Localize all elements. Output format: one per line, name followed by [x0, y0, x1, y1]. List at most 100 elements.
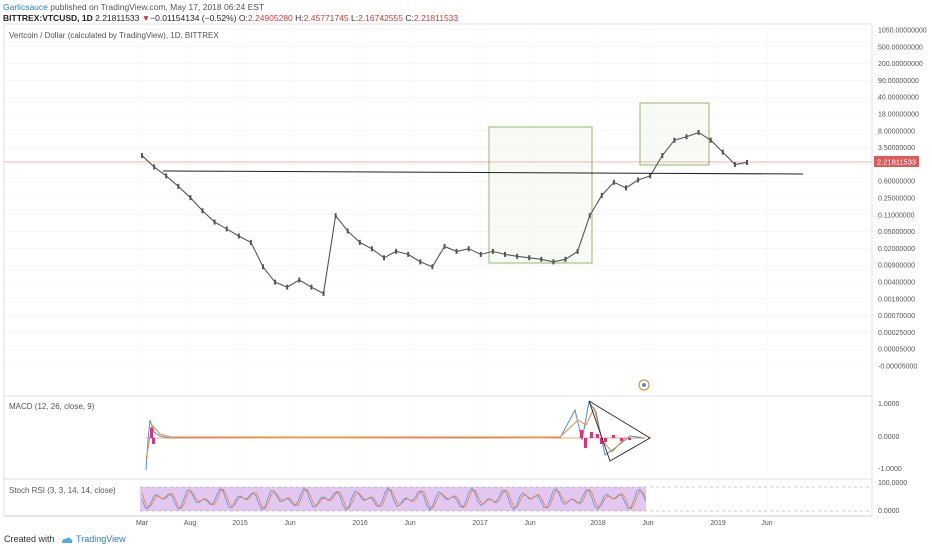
time-tick-label: Jun: [524, 520, 535, 527]
low-value: 2.16742555: [358, 13, 403, 23]
macd-histogram-bar: [620, 438, 623, 441]
last-price: 2.21811533: [95, 13, 140, 23]
price-candle: [443, 243, 446, 249]
close-label: C:: [405, 13, 414, 23]
price-tick-label: 200.00000000: [878, 61, 923, 68]
publish-text: published on TradingView.com, May 17, 20…: [50, 2, 265, 12]
open-value: 2.24905280: [247, 13, 293, 23]
stoch-d-line: [141, 488, 647, 510]
price-candle: [419, 259, 422, 265]
time-tick-label: 2018: [590, 520, 606, 527]
projection-box[interactable]: [639, 102, 710, 166]
macd-histogram-bar: [580, 430, 583, 438]
stoch-pane-title: Stoch RSI (3, 3, 14, 14, close): [9, 486, 116, 495]
price-candle: [407, 251, 410, 257]
time-tick-label: Jun: [761, 520, 772, 527]
price-candle: [479, 251, 482, 257]
stoch-tick-label: 0.0000: [878, 508, 900, 515]
price-candle: [685, 134, 688, 140]
price-tick-label: 0.00070000: [878, 313, 915, 320]
grid: [4, 24, 872, 516]
price-tick-label: -0.00005000: [878, 364, 917, 371]
time-tick-label: 2019: [710, 520, 726, 527]
price-candle: [286, 284, 289, 290]
price-candle: [709, 137, 712, 143]
price-candle: [249, 239, 252, 245]
macd-tick-label: 0.0000: [878, 434, 900, 441]
flag-marker-icon[interactable]: [638, 379, 650, 391]
time-tick-label: Jun: [642, 520, 653, 527]
price-candle: [395, 248, 398, 254]
price-tick-label: 0.00025000: [878, 330, 915, 337]
last-price-badge: [874, 156, 919, 167]
price-candle: [528, 255, 531, 261]
price-candle: [455, 248, 458, 254]
price-candle: [322, 290, 325, 296]
stoch-axis: 100.0000 0.0000: [878, 480, 907, 515]
price-candle: [661, 153, 664, 159]
price-candle: [334, 213, 337, 219]
price-candle: [673, 137, 676, 143]
macd-histogram-bar: [152, 438, 155, 444]
time-tick-label: 2016: [352, 520, 368, 527]
price-candle: [141, 153, 143, 159]
highlight-box-2017[interactable]: [488, 126, 593, 264]
footer: Created with TradingView: [4, 534, 126, 544]
price-candle: [637, 177, 640, 183]
created-with-text: Created with: [4, 534, 55, 544]
time-tick-label: Jun: [404, 520, 415, 527]
macd-line: [145, 400, 646, 471]
price-candle: [262, 264, 264, 270]
price-candle: [697, 129, 700, 135]
price-candle: [588, 213, 591, 219]
price-series: [141, 129, 748, 296]
price-tick-label: 0.00400000: [878, 280, 915, 287]
symbol-label: BITTREX:VTCUSD, 1D: [3, 13, 93, 23]
macd-histogram-bar: [590, 432, 593, 438]
price-candle: [721, 149, 724, 155]
time-tick-label: Aug: [184, 520, 197, 527]
price-candle: [491, 248, 494, 254]
stoch-series: [141, 487, 647, 511]
price-tick-label: 8.00000000: [878, 128, 915, 135]
price-candle: [564, 256, 567, 262]
price-candle: [225, 226, 228, 232]
author-link[interactable]: Garlicsauce: [3, 2, 48, 12]
price-candle: [649, 173, 652, 179]
price-candle: [298, 277, 301, 283]
price-tick-label: 0.25000000: [878, 196, 915, 203]
time-tick-label: Mar: [136, 520, 149, 527]
macd-pane-title: MACD (12, 26, close, 9): [9, 402, 95, 411]
time-axis: Mar Aug 2015 Jun 2016 Jun 2017 Jun 2018 Jun 2019 Ju…: [136, 520, 773, 527]
tradingview-link[interactable]: TradingView: [76, 534, 126, 544]
macd-triangle-annotation[interactable]: [588, 400, 651, 462]
price-candle: [165, 173, 168, 179]
macd-tick-label: 1.0000: [878, 401, 900, 408]
price-candle: [383, 255, 385, 261]
price-candle: [213, 219, 216, 225]
price-candle: [467, 246, 470, 252]
price-candle: [504, 251, 506, 257]
tradingview-logo-icon: [62, 537, 73, 543]
macd-histogram-bar: [604, 438, 607, 442]
change-value: −0.01154134 (−0.52%): [150, 13, 237, 23]
price-candle: [612, 179, 615, 185]
price-pane: [3, 23, 873, 397]
price-tick-label: 0.02000000: [878, 246, 915, 253]
stoch-k-line: [141, 487, 647, 511]
price-pane-title: Vertcoin / Dollar (calculated by Trading…: [9, 31, 219, 40]
macd-histogram-bar: [600, 438, 603, 444]
low-label: L:: [350, 13, 359, 23]
price-tick-label: 18.00000000: [878, 112, 919, 119]
macd-histogram-bar: [612, 435, 615, 438]
price-candle: [746, 159, 748, 165]
price-candle: [346, 228, 349, 234]
open-label: O:: [238, 13, 248, 23]
price-candle: [153, 164, 156, 170]
support-trendline[interactable]: [162, 170, 804, 175]
price-candle: [576, 248, 579, 254]
price-tick-label: 40.00000000: [878, 95, 919, 102]
high-value: 2.45771745: [303, 13, 349, 23]
macd-histogram-bar: [150, 428, 153, 438]
